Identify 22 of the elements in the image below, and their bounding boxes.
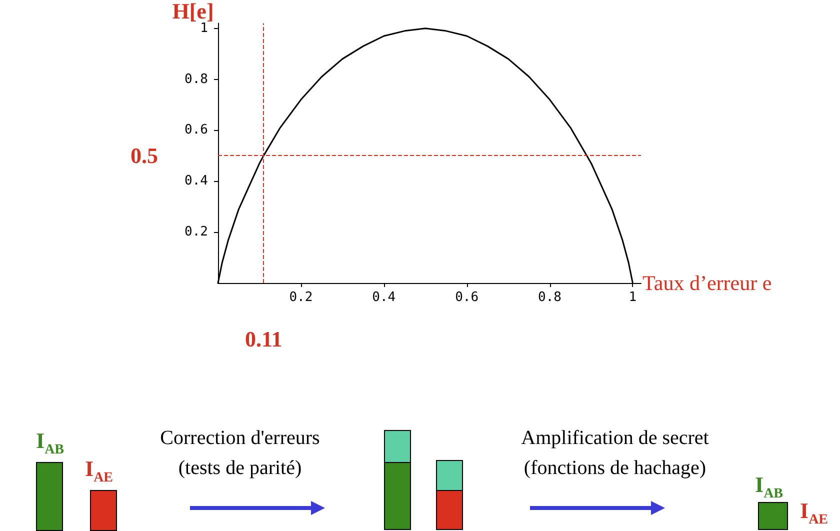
- text: Correction d'erreurs: [160, 426, 320, 450]
- x-axis-title: Taux d’erreur e: [642, 271, 772, 295]
- text: I$_{AB}$: [755, 472, 784, 504]
- text: I$_{AE}$: [85, 456, 114, 488]
- y-tick-label: 0.4: [184, 174, 208, 189]
- x-tick-label: 0.8: [538, 290, 562, 305]
- x-tick-label: 0.4: [372, 290, 396, 305]
- text: (fonctions de hachage): [524, 456, 706, 480]
- y-tick-label: 0.2: [184, 224, 208, 240]
- text: I$_{AE}$: [800, 498, 828, 530]
- y-tick-label: 0.8: [184, 72, 208, 87]
- text: Amplification de secret: [521, 426, 709, 450]
- y-axis-title: H[e]: [172, 0, 214, 24]
- text: (tests de parité): [178, 456, 302, 480]
- text: I$_{AB}$: [36, 428, 64, 460]
- ref-line-label: 0.5: [130, 143, 158, 168]
- ref-line-label: 0.11: [244, 326, 282, 352]
- y-tick-label: 0.6: [184, 122, 208, 138]
- x-tick-label: 0.2: [289, 290, 313, 305]
- x-tick-label: 0.6: [455, 290, 479, 305]
- y-tick-label: 1: [200, 20, 208, 36]
- x-tick-label: 1: [628, 290, 637, 305]
